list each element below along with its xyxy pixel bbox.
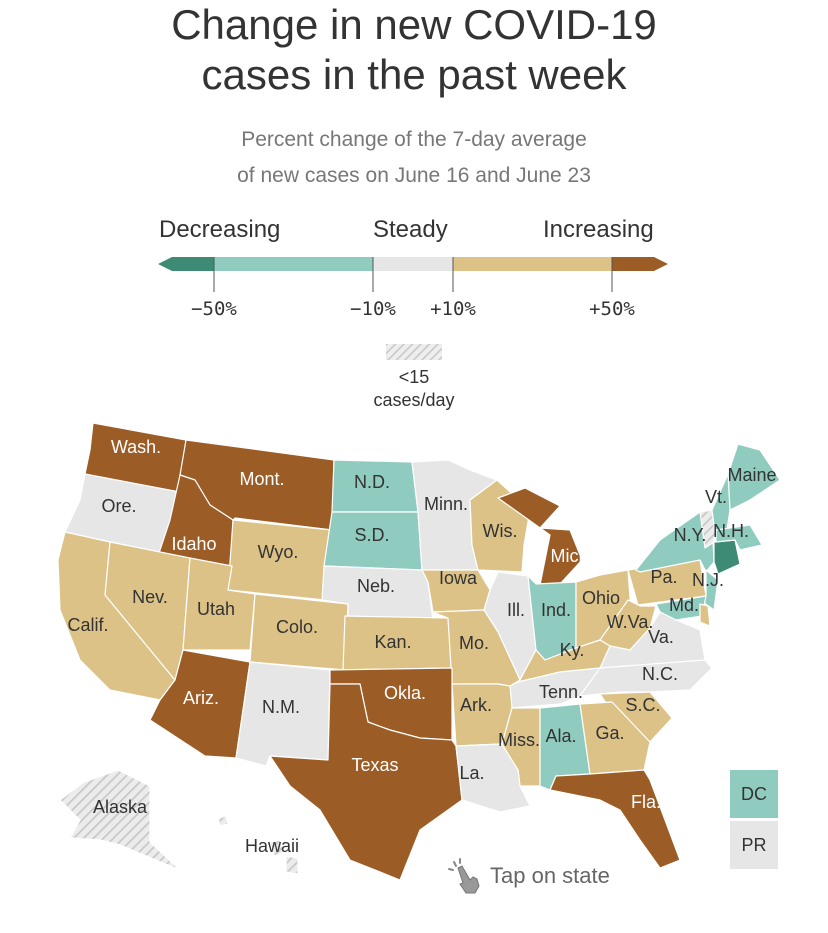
title-line-2: cases in the past week xyxy=(201,51,627,98)
legend-hatch-swatch xyxy=(386,344,442,360)
label-in: Ind. xyxy=(541,600,571,620)
subtitle-line-2: of new cases on June 16 and June 23 xyxy=(237,164,591,187)
state-hi-1[interactable] xyxy=(217,815,229,827)
label-ne: Neb. xyxy=(357,576,395,596)
label-ks: Kan. xyxy=(374,632,411,652)
state-hi-3[interactable] xyxy=(285,855,299,875)
state-ct-ri-ma[interactable] xyxy=(713,539,741,575)
legend-tick-label-plus10: +10% xyxy=(430,298,476,320)
label-ga: Ga. xyxy=(595,723,624,743)
label-co: Colo. xyxy=(276,617,318,637)
state-fl[interactable] xyxy=(549,769,681,869)
state-hi-2[interactable] xyxy=(269,839,285,857)
label-la: La. xyxy=(459,763,484,783)
legend-segment-dark-teal xyxy=(158,257,214,271)
legend-segment-steady xyxy=(373,257,453,271)
legend-segment-light-teal xyxy=(214,257,373,271)
state-ma[interactable] xyxy=(715,524,763,551)
us-map: Wash. Mont. Ore. Idaho Wyo. N.D. S.D. Mi… xyxy=(57,422,781,881)
label-pa: Pa. xyxy=(650,567,677,587)
legend-tick-label-minus10: −10% xyxy=(350,298,396,320)
legend-segment-light-tan xyxy=(453,257,612,271)
label-wa: Wash. xyxy=(111,437,161,457)
label-wy: Wyo. xyxy=(258,542,299,562)
label-nm: N.M. xyxy=(262,697,300,717)
label-me: Maine xyxy=(727,465,776,485)
label-oh: Ohio xyxy=(582,588,620,608)
label-or: Ore. xyxy=(101,496,136,516)
label-ar: Ark. xyxy=(460,695,492,715)
legend-segment-dark-brown xyxy=(612,257,668,271)
label-ia: Iowa xyxy=(439,568,478,588)
label-ny: N.Y. xyxy=(674,525,707,545)
legend-color-bar xyxy=(158,257,668,292)
state-tn[interactable] xyxy=(509,667,601,709)
legend-low-cases-line-2: cases/day xyxy=(373,390,455,410)
legend-tick-label-plus50: +50% xyxy=(589,298,635,320)
legend-increasing-label: Increasing xyxy=(543,216,654,243)
label-mo: Mo. xyxy=(459,633,489,653)
state-nh[interactable] xyxy=(711,473,731,541)
label-nd: N.D. xyxy=(354,472,390,492)
label-ms: Miss. xyxy=(498,730,540,750)
label-fl: Fla. xyxy=(631,792,661,812)
label-az: Ariz. xyxy=(183,688,219,708)
tap-on-state-label: Tap on state xyxy=(490,863,610,888)
label-sd: S.D. xyxy=(354,525,389,545)
label-wv: W.Va. xyxy=(607,612,654,632)
state-de[interactable] xyxy=(699,603,711,627)
label-tn: Tenn. xyxy=(539,682,583,702)
label-al: Ala. xyxy=(545,726,576,746)
label-md: Md. xyxy=(669,595,699,615)
label-wi: Wis. xyxy=(483,521,518,541)
label-ca: Calif. xyxy=(67,615,108,635)
territory-dc-label: DC xyxy=(741,783,767,804)
state-ak[interactable] xyxy=(59,769,181,871)
state-la[interactable] xyxy=(455,743,531,813)
label-il: Ill. xyxy=(507,600,525,620)
label-sc: S.C. xyxy=(625,695,660,715)
state-mi[interactable] xyxy=(497,487,583,586)
state-md[interactable] xyxy=(655,595,707,621)
legend-steady-label: Steady xyxy=(373,216,448,243)
territory-pr[interactable]: PR xyxy=(730,821,778,869)
state-tx[interactable] xyxy=(269,683,463,881)
label-nh: N.H. xyxy=(713,521,749,541)
legend-tick-label-minus50: −50% xyxy=(191,298,237,320)
tap-hand-icon xyxy=(448,858,480,894)
chart-subtitle: Percent change of the 7-day average of n… xyxy=(0,122,828,194)
territory-pr-label: PR xyxy=(741,834,767,855)
label-nv: Nev. xyxy=(132,587,168,607)
chart-title: Change in new COVID-19 cases in the past… xyxy=(0,0,828,100)
label-id: Idaho xyxy=(171,534,216,554)
label-vt: Vt. xyxy=(705,487,727,507)
label-ok: Okla. xyxy=(384,683,426,703)
label-tx: Texas xyxy=(351,755,398,775)
label-mt: Mont. xyxy=(239,469,284,489)
label-ut: Utah xyxy=(197,599,235,619)
state-nc[interactable] xyxy=(559,659,713,697)
tap-on-state-prompt: Tap on state xyxy=(446,856,610,896)
legend-decreasing-label: Decreasing xyxy=(159,216,281,243)
label-nj: N.J. xyxy=(692,570,724,590)
label-nc: N.C. xyxy=(642,664,678,684)
state-ga[interactable] xyxy=(579,701,651,775)
subtitle-line-1: Percent change of the 7-day average xyxy=(241,128,587,151)
territory-dc[interactable]: DC xyxy=(730,770,778,818)
label-mn: Minn. xyxy=(424,494,468,514)
label-va: Va. xyxy=(648,627,674,647)
label-mi: Mich. xyxy=(550,546,593,566)
label-ak: Alaska xyxy=(93,797,148,817)
title-line-1: Change in new COVID-19 xyxy=(171,1,657,48)
label-hi: Hawaii xyxy=(245,836,299,856)
label-ky: Ky. xyxy=(560,640,585,660)
legend-low-cases-line-1: <15 xyxy=(398,367,430,387)
